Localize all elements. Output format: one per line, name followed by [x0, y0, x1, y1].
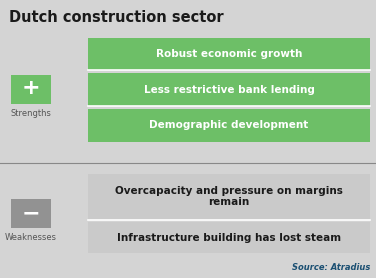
Text: Source: Atradius: Source: Atradius [292, 263, 370, 272]
Text: Less restrictive bank lending: Less restrictive bank lending [144, 85, 314, 95]
Text: Strengths: Strengths [11, 109, 52, 118]
Text: Infrastructure building has lost steam: Infrastructure building has lost steam [117, 233, 341, 243]
FancyBboxPatch shape [11, 199, 51, 228]
FancyBboxPatch shape [88, 38, 370, 70]
Text: Robust economic growth: Robust economic growth [156, 49, 302, 59]
FancyBboxPatch shape [11, 75, 51, 104]
FancyBboxPatch shape [88, 174, 370, 220]
Text: +: + [22, 78, 40, 98]
Text: Overcapacity and pressure on margins
remain: Overcapacity and pressure on margins rem… [115, 186, 343, 207]
Text: Demographic development: Demographic development [149, 120, 309, 130]
Text: −: − [22, 203, 40, 223]
FancyBboxPatch shape [88, 109, 370, 142]
Text: Dutch construction sector: Dutch construction sector [9, 10, 224, 25]
FancyBboxPatch shape [88, 222, 370, 253]
FancyBboxPatch shape [88, 73, 370, 106]
Text: Weaknesses: Weaknesses [5, 233, 57, 242]
